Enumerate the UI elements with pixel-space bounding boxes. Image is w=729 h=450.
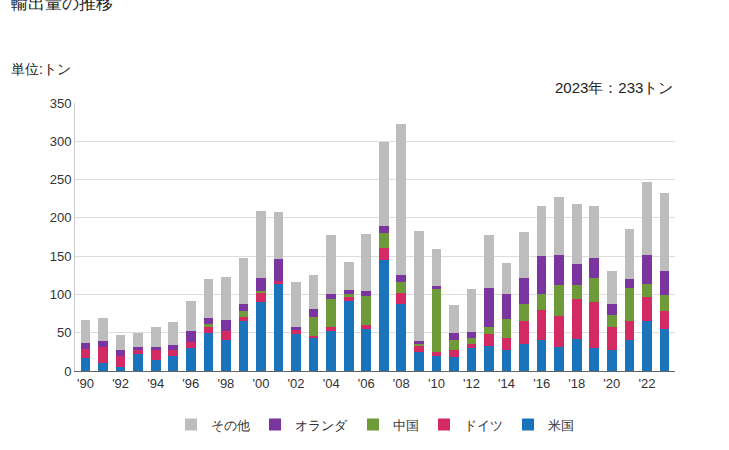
svg-text:'96: '96: [182, 376, 199, 391]
svg-text:'02: '02: [288, 376, 305, 391]
svg-text:'98: '98: [217, 376, 234, 391]
svg-text:350: 350: [50, 96, 72, 111]
svg-text:その他: その他: [211, 418, 250, 433]
svg-text:単位:トン: 単位:トン: [11, 61, 71, 77]
svg-text:中国: 中国: [393, 418, 419, 433]
svg-text:'92: '92: [112, 376, 129, 391]
svg-text:'10: '10: [428, 376, 445, 391]
svg-text:'08: '08: [393, 376, 410, 391]
svg-text:ドイツ: ドイツ: [464, 418, 503, 433]
svg-text:'20: '20: [603, 376, 620, 391]
svg-text:'90: '90: [77, 376, 94, 391]
svg-text:米国: 米国: [548, 418, 574, 433]
svg-text:'18: '18: [568, 376, 585, 391]
svg-text:'00: '00: [252, 376, 269, 391]
svg-text:300: 300: [50, 134, 72, 149]
svg-text:'22: '22: [638, 376, 655, 391]
svg-text:150: 150: [50, 249, 72, 264]
svg-text:'16: '16: [533, 376, 550, 391]
svg-text:'06: '06: [358, 376, 375, 391]
svg-text:250: 250: [50, 172, 72, 187]
svg-text:200: 200: [50, 210, 72, 225]
svg-text:2023年：233トン: 2023年：233トン: [555, 79, 673, 96]
svg-text:'14: '14: [498, 376, 515, 391]
svg-text:50: 50: [57, 325, 71, 340]
svg-text:オランダ: オランダ: [295, 418, 348, 433]
svg-text:'12: '12: [463, 376, 480, 391]
svg-text:'04: '04: [323, 376, 340, 391]
svg-text:0: 0: [64, 364, 71, 379]
svg-text:'94: '94: [147, 376, 164, 391]
svg-text:100: 100: [50, 287, 72, 302]
svg-text:輸出量の推移: 輸出量の推移: [11, 0, 113, 13]
